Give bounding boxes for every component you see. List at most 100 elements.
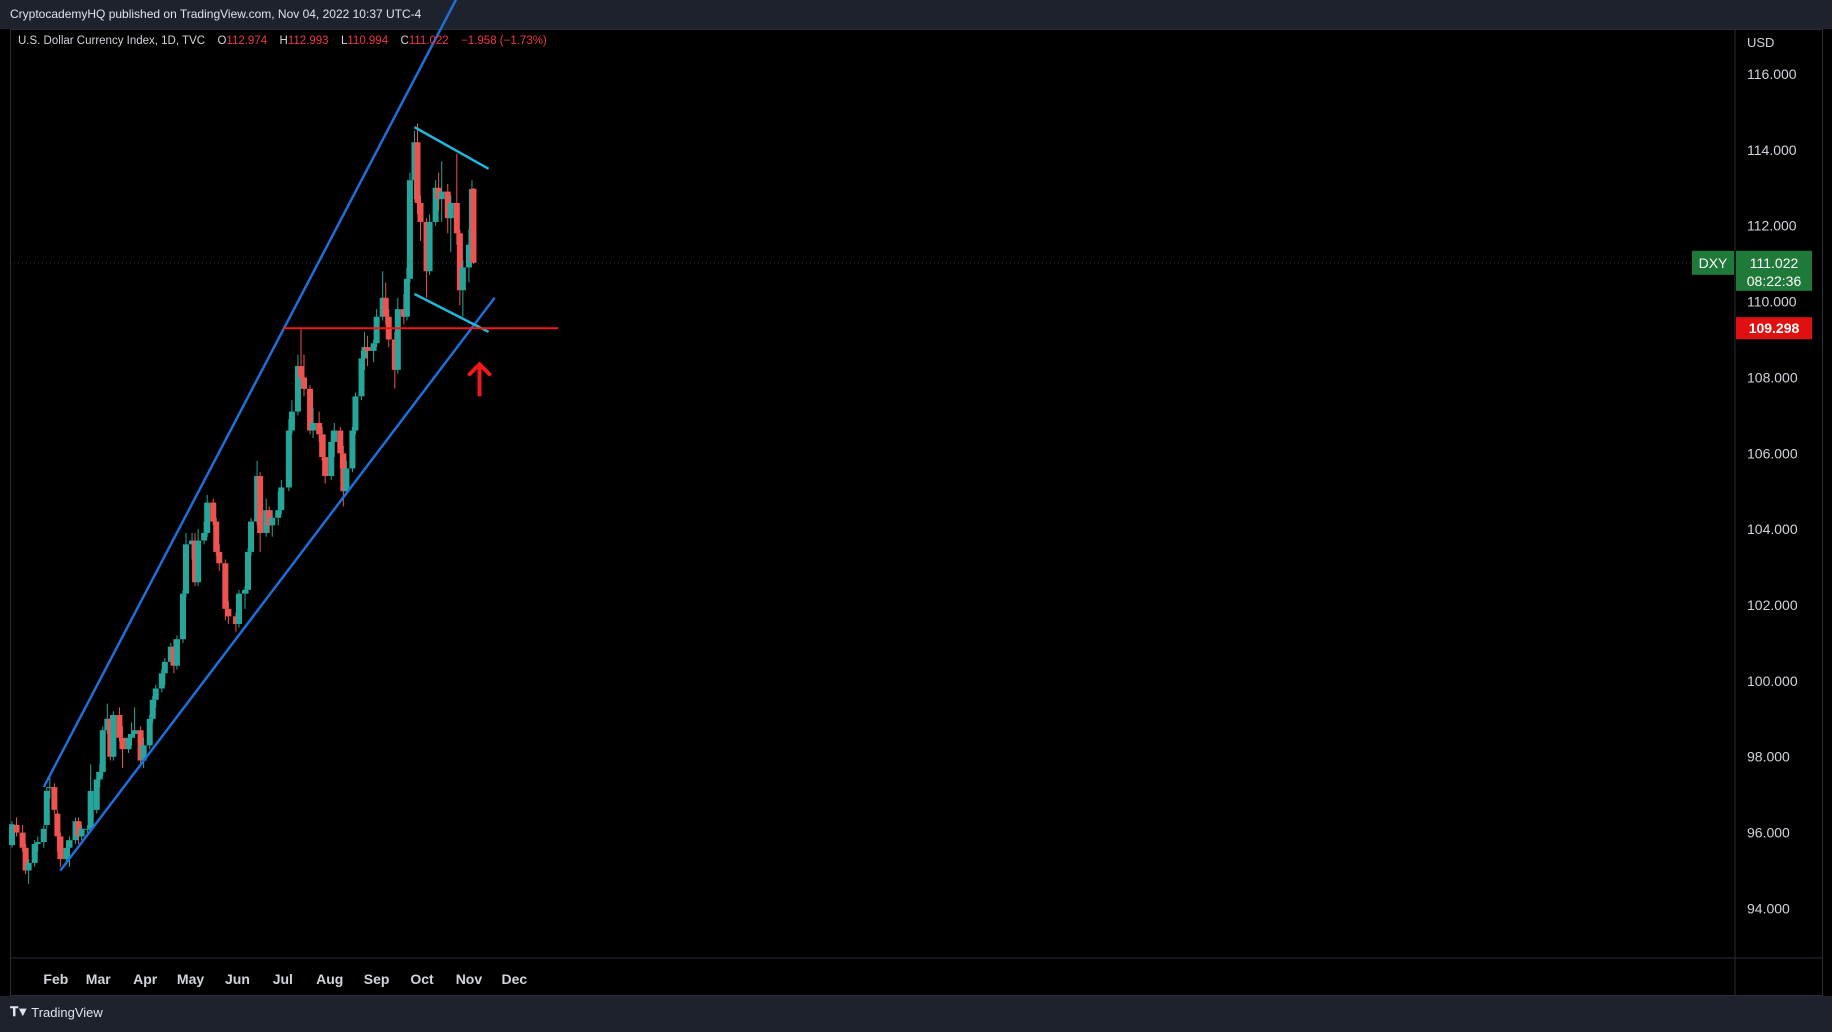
candle[interactable] [316,411,323,442]
candle[interactable] [57,832,64,867]
candle[interactable] [417,195,424,241]
candle[interactable] [167,642,174,666]
candle[interactable] [242,586,249,609]
candle[interactable] [13,817,20,837]
candle[interactable] [43,787,50,829]
candle[interactable] [269,510,276,537]
flag-lower-trendline[interactable] [413,292,490,334]
candle[interactable] [307,385,314,435]
candle[interactable] [128,722,135,746]
candle[interactable] [301,354,308,397]
candle[interactable] [192,532,199,587]
candle[interactable] [34,836,41,852]
candle[interactable] [25,859,32,884]
candle[interactable] [137,726,144,765]
candle[interactable] [352,392,359,435]
candle[interactable] [275,491,282,526]
candle[interactable] [63,840,70,863]
candle[interactable] [459,259,466,317]
candle[interactable] [456,229,463,306]
candle[interactable] [210,498,217,526]
candle[interactable] [107,715,114,761]
candle[interactable] [394,297,401,374]
candle[interactable] [78,825,85,841]
candle[interactable] [19,825,26,852]
candle[interactable] [161,658,168,685]
candle[interactable] [232,612,239,632]
candle[interactable] [235,589,242,628]
candle[interactable] [447,195,454,253]
candle[interactable] [46,777,53,799]
candle[interactable] [426,214,433,276]
candle[interactable] [40,825,47,848]
candle[interactable] [170,639,177,674]
candle[interactable] [201,521,208,545]
candle[interactable] [54,809,61,852]
candle[interactable] [391,331,398,389]
candle[interactable] [146,715,153,750]
candle[interactable] [364,335,371,367]
candle[interactable] [31,840,38,867]
candle[interactable] [140,737,147,769]
candle[interactable] [414,123,421,215]
candle[interactable] [96,764,103,788]
tradingview-brand[interactable]: 𝐓▼ TradingView [10,1004,103,1020]
candle[interactable] [432,180,439,226]
candle[interactable] [465,229,472,283]
candle[interactable] [158,669,165,693]
candle[interactable] [288,400,295,435]
candle[interactable] [173,635,180,670]
candle[interactable] [400,293,407,325]
candle[interactable] [328,430,335,480]
candle[interactable] [297,328,304,382]
candle[interactable] [278,479,285,514]
candle[interactable] [149,696,156,723]
candle[interactable] [331,422,338,458]
candle[interactable] [216,544,223,571]
candle[interactable] [285,419,292,492]
candle[interactable] [131,707,138,738]
candle[interactable] [470,188,477,264]
candle[interactable] [423,218,430,298]
flag-upper-trendline[interactable] [413,126,490,170]
candle[interactable] [444,183,451,234]
candle[interactable] [358,350,365,401]
candle[interactable] [254,460,261,526]
candle[interactable] [116,707,123,742]
candle[interactable] [9,821,15,848]
candle[interactable] [263,498,270,537]
candle[interactable] [343,460,350,496]
candle[interactable] [438,161,445,222]
candle[interactable] [453,153,460,245]
candle[interactable] [104,703,111,734]
candle[interactable] [379,271,386,321]
candle[interactable] [337,426,344,469]
red-up-arrow-icon[interactable] [467,361,492,397]
candle[interactable] [179,589,186,643]
candle[interactable] [204,495,211,537]
candle[interactable] [322,434,329,484]
candle[interactable] [411,130,418,200]
chart-frame[interactable] [10,29,1823,996]
channel-upper-trendline[interactable] [42,0,458,788]
candle[interactable] [119,726,126,769]
candle[interactable] [75,817,82,844]
candle[interactable] [93,771,100,814]
candle[interactable] [245,548,252,594]
candle[interactable] [294,354,301,416]
candle[interactable] [361,331,368,370]
candle[interactable] [66,836,73,867]
candle[interactable] [382,282,389,325]
candle[interactable] [222,559,229,621]
channel-lower-trendline[interactable] [59,297,496,872]
candle[interactable] [152,684,159,708]
candle[interactable] [110,711,117,761]
candle[interactable] [257,472,264,552]
candle[interactable] [195,529,202,587]
candle[interactable] [370,339,377,363]
candle[interactable] [125,733,132,753]
candle[interactable] [99,726,106,776]
candle[interactable] [310,407,317,439]
candle[interactable] [213,517,220,556]
